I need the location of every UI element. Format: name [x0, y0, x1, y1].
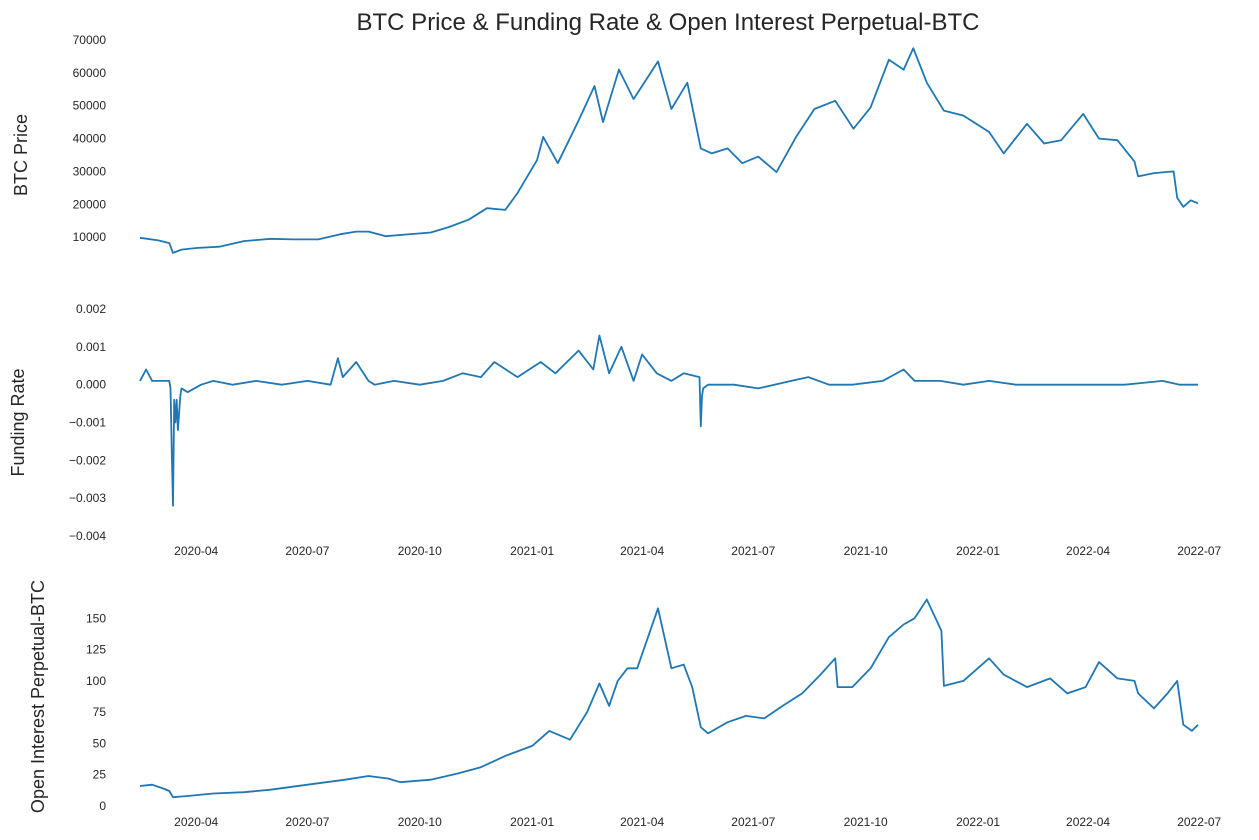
- chart-panels: 10000 20000 30000 40000 50000 60000 70000 BTC P…: [8, 33, 1222, 829]
- y-tick-label: 40000: [73, 132, 107, 146]
- y-tick-label: 30000: [73, 164, 107, 178]
- y-tick-label: 75: [93, 705, 107, 719]
- y-tick-label: 70000: [73, 33, 107, 47]
- series-line: [139, 47, 1199, 254]
- y-tick-label: 20000: [73, 197, 107, 211]
- y-axis-label: Open Interest Perpetual-BTC: [28, 580, 48, 813]
- y-tick-label: 150: [86, 611, 106, 625]
- x-tick-label: 2020-04: [174, 544, 218, 558]
- x-tick-label: 2022-01: [956, 815, 1000, 829]
- y-tick-label: −0.002: [69, 453, 106, 467]
- panel-2: −0.004 −0.003 −0.002 −0.001 0.000 0.001 0.002 2…: [8, 302, 1222, 558]
- y-axis-label: Funding Rate: [8, 368, 28, 476]
- x-tick-label: 2022-07: [1177, 544, 1221, 558]
- y-tick-label: −0.001: [69, 416, 106, 430]
- y-tick-label: 0: [99, 799, 106, 813]
- y-tick-label: 25: [93, 768, 107, 782]
- x-tick-label: 2022-01: [956, 544, 1000, 558]
- x-tick-label: 2022-04: [1066, 544, 1110, 558]
- y-axis-label: BTC Price: [11, 114, 31, 196]
- chart-title: BTC Price & Funding Rate & Open Interest…: [357, 9, 980, 36]
- y-tick-label: 125: [86, 643, 106, 657]
- x-tick-label: 2020-04: [174, 815, 218, 829]
- x-tick-label: 2021-04: [620, 815, 664, 829]
- series-line: [139, 334, 1198, 507]
- y-tick-label: 0.002: [76, 302, 106, 316]
- y-tick-label: 50: [93, 736, 107, 750]
- x-tick-label: 2020-07: [285, 815, 329, 829]
- x-tick-label: 2021-10: [844, 544, 888, 558]
- x-tick-label: 2020-10: [398, 815, 442, 829]
- x-tick-label: 2020-07: [285, 544, 329, 558]
- x-tick-label: 2021-04: [620, 544, 664, 558]
- y-tick-label: −0.003: [69, 491, 106, 505]
- y-tick-label: 50000: [73, 99, 107, 113]
- x-tick-label: 2021-07: [731, 815, 775, 829]
- panel-3: 0 25 50 75 100 125 150 2020-04 2020-07 2020-10 202…: [28, 580, 1222, 829]
- y-tick-label: 0.000: [76, 378, 106, 392]
- x-tick-label: 2021-01: [510, 544, 554, 558]
- x-tick-label: 2022-07: [1177, 815, 1221, 829]
- x-tick-label: 2021-10: [844, 815, 888, 829]
- y-tick-label: −0.004: [69, 529, 106, 543]
- y-tick-label: 0.001: [76, 340, 106, 354]
- x-tick-label: 2021-07: [731, 544, 775, 558]
- series-line: [139, 598, 1199, 799]
- y-tick-label: 100: [86, 674, 106, 688]
- x-tick-label: 2020-10: [398, 544, 442, 558]
- y-tick-label: 10000: [73, 230, 107, 244]
- x-tick-label: 2021-01: [510, 815, 554, 829]
- y-tick-label: 60000: [73, 66, 107, 80]
- x-tick-label: 2022-04: [1066, 815, 1110, 829]
- panel-1: 10000 20000 30000 40000 50000 60000 70000 BTC P…: [11, 33, 1199, 254]
